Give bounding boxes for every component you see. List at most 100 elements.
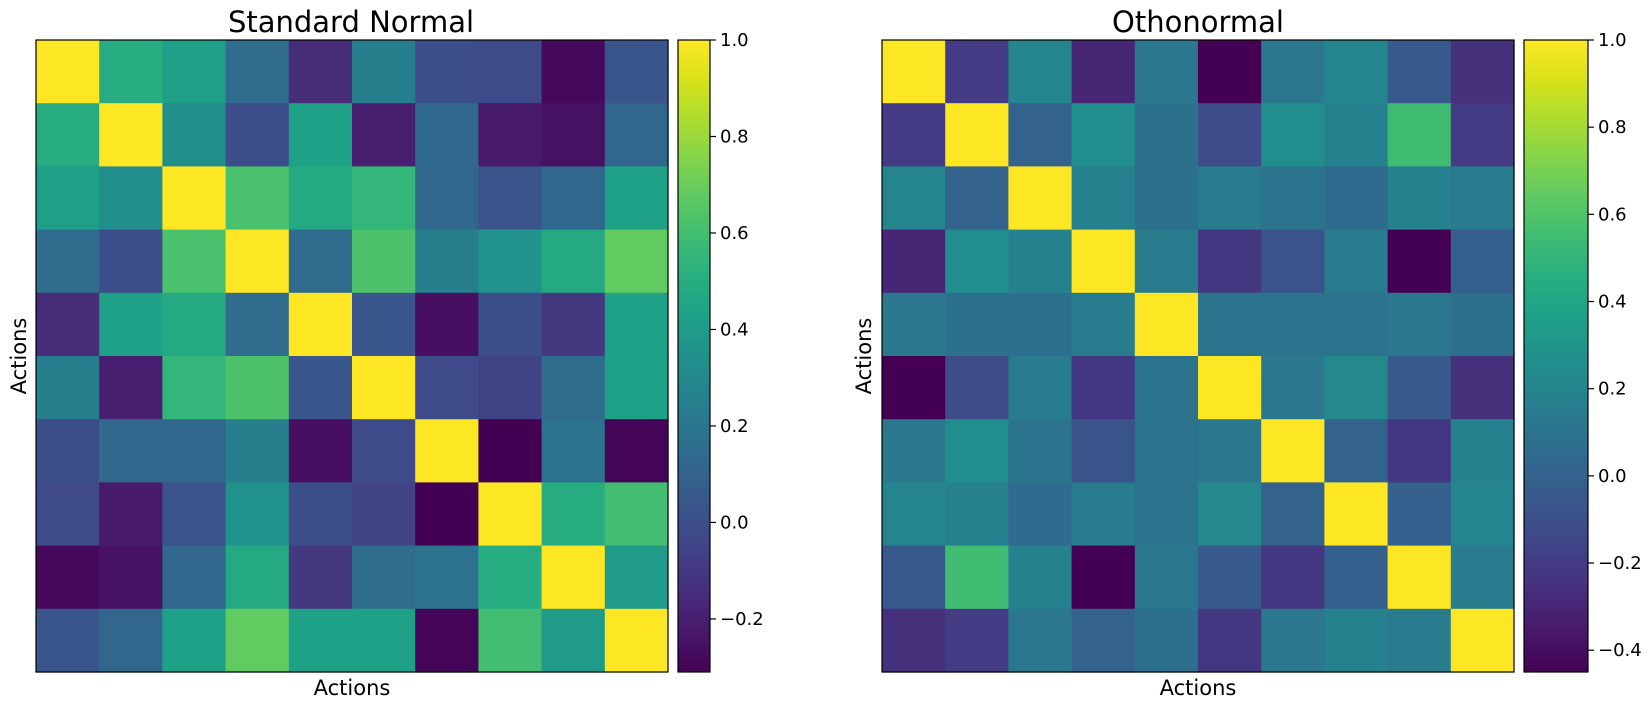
heatmap-cell-r2-c0 [36,166,100,231]
heatmap-cell-r1-c8 [1387,103,1452,167]
heatmap-cell-r3-c1 [945,229,1009,294]
heatmap-cell-r8-c7 [1324,545,1389,610]
heatmap-cell-r5-c4 [288,356,353,420]
heatmap-cells [36,40,669,673]
heatmap-cell-r9-c9 [604,608,669,673]
heatmap-cell-r1-c1 [99,103,163,167]
heatmap-cell-r5-c3 [225,356,290,420]
heatmap-cell-r1-c0 [36,103,100,167]
heatmap-cell-r4-c8 [1387,292,1452,357]
colorbar-tick-label: 1.0 [720,30,749,51]
heatmap-cell-r7-c3 [225,482,290,547]
heatmap-cell-r1-c9 [604,103,669,167]
heatmap-cell-r6-c1 [945,419,1009,483]
heatmap-cell-r4-c2 [1008,292,1073,357]
heatmap-cell-r0-c8 [1387,40,1452,104]
heatmap-cell-r7-c5 [1198,482,1262,547]
heatmap-cell-r4-c3 [225,292,290,357]
heatmap-cell-r3-c3 [1071,229,1136,294]
heatmap-cell-r1-c5 [352,103,416,167]
heatmap-cell-r0-c5 [352,40,416,104]
heatmap-cell-r3-c7 [478,229,543,294]
heatmap-cell-r4-c6 [1261,292,1325,357]
colorbar-tick-label: −0.4 [1598,640,1642,661]
colorbar-tick-label: 1.0 [1598,30,1627,51]
heatmap-cell-r5-c6 [415,356,479,420]
heatmap-cell-r5-c9 [604,356,669,420]
chart-title: Othonormal [1112,5,1284,39]
heatmap-cell-r0-c0 [36,40,100,104]
heatmap-cell-r6-c2 [162,419,227,483]
heatmap-cell-r9-c4 [288,608,353,673]
heatmap-cell-r1-c8 [541,103,606,167]
heatmap-cell-r5-c7 [1324,356,1389,420]
heatmap-cell-r1-c2 [1008,103,1073,167]
heatmap-cell-r8-c0 [36,545,100,610]
heatmap-cell-r0-c2 [1008,40,1073,104]
heatmap-cell-r8-c0 [882,545,946,610]
colorbar-tick-label: −0.2 [720,609,764,630]
heatmap-cell-r9-c2 [162,608,227,673]
heatmap-cell-r5-c8 [541,356,606,420]
heatmap-cell-r4-c5 [1198,292,1262,357]
heatmap-cell-r5-c2 [162,356,227,420]
heatmap-cell-r2-c1 [945,166,1009,231]
heatmap-cell-r3-c3 [225,229,290,294]
heatmap-cell-r6-c3 [1071,419,1136,483]
heatmap-cell-r8-c2 [162,545,227,610]
heatmap-cell-r7-c6 [415,482,479,547]
heatmap-cell-r9-c5 [1198,608,1262,673]
heatmap-cell-r5-c7 [478,356,543,420]
heatmap-cell-r6-c8 [1387,419,1452,483]
y-axis-label: Actions [7,318,31,395]
colorbar-tick-label: 0.8 [720,126,749,147]
heatmap-cell-r7-c3 [1071,482,1136,547]
heatmap-cell-r5-c1 [945,356,1009,420]
heatmap-cell-r6-c2 [1008,419,1073,483]
heatmap-cell-r2-c0 [882,166,946,231]
heatmap-cell-r4-c9 [604,292,669,357]
x-axis-label: Actions [1160,676,1237,700]
heatmap-cell-r4-c8 [541,292,606,357]
heatmap-cell-r7-c9 [1450,482,1515,547]
heatmap-cell-r5-c0 [36,356,100,420]
heatmap-cell-r6-c3 [225,419,290,483]
heatmap-cell-r0-c2 [162,40,227,104]
heatmap-cell-r8-c3 [225,545,290,610]
heatmap-cell-r7-c8 [541,482,606,547]
heatmap-cell-r8-c8 [1387,545,1452,610]
heatmap-cell-r1-c0 [882,103,946,167]
heatmap-cell-r9-c6 [1261,608,1325,673]
heatmap-cell-r4-c4 [288,292,353,357]
heatmap-cell-r2-c1 [99,166,163,231]
heatmap-cell-r9-c7 [1324,608,1389,673]
heatmap-cell-r3-c8 [1387,229,1452,294]
heatmap-frame [35,39,669,673]
heatmap-cell-r1-c9 [1450,103,1515,167]
heatmap-cell-r7-c2 [1008,482,1073,547]
colorbar-tick-label: 0.0 [1598,466,1627,487]
heatmap-cell-r8-c9 [1450,545,1515,610]
heatmap-cell-r9-c7 [478,608,543,673]
heatmap-cell-r8-c9 [604,545,669,610]
heatmap-cell-r9-c9 [1450,608,1515,673]
colorbar-ticks: −0.2 0.0 0.2 0.4 0.6 0.8 1.0 [710,30,764,630]
heatmap-cells [882,40,1515,673]
heatmap-cell-r4-c1 [945,292,1009,357]
heatmap-cell-r1-c3 [225,103,290,167]
heatmap-cell-r1-c4 [288,103,353,167]
heatmap-cell-r0-c1 [945,40,1009,104]
heatmap-cell-r4-c2 [162,292,227,357]
heatmap-cell-r2-c6 [415,166,479,231]
heatmap-cell-r1-c7 [478,103,543,167]
heatmap-cell-r5-c8 [1387,356,1452,420]
heatmap-cell-r0-c1 [99,40,163,104]
heatmap-cell-r5-c0 [882,356,946,420]
heatmap-cell-r1-c3 [1071,103,1136,167]
heatmap-cell-r3-c5 [1198,229,1262,294]
heatmap-cell-r8-c2 [1008,545,1073,610]
heatmap-cell-r9-c3 [225,608,290,673]
heatmap-cell-r2-c4 [1134,166,1199,231]
heatmap-cell-r7-c9 [604,482,669,547]
